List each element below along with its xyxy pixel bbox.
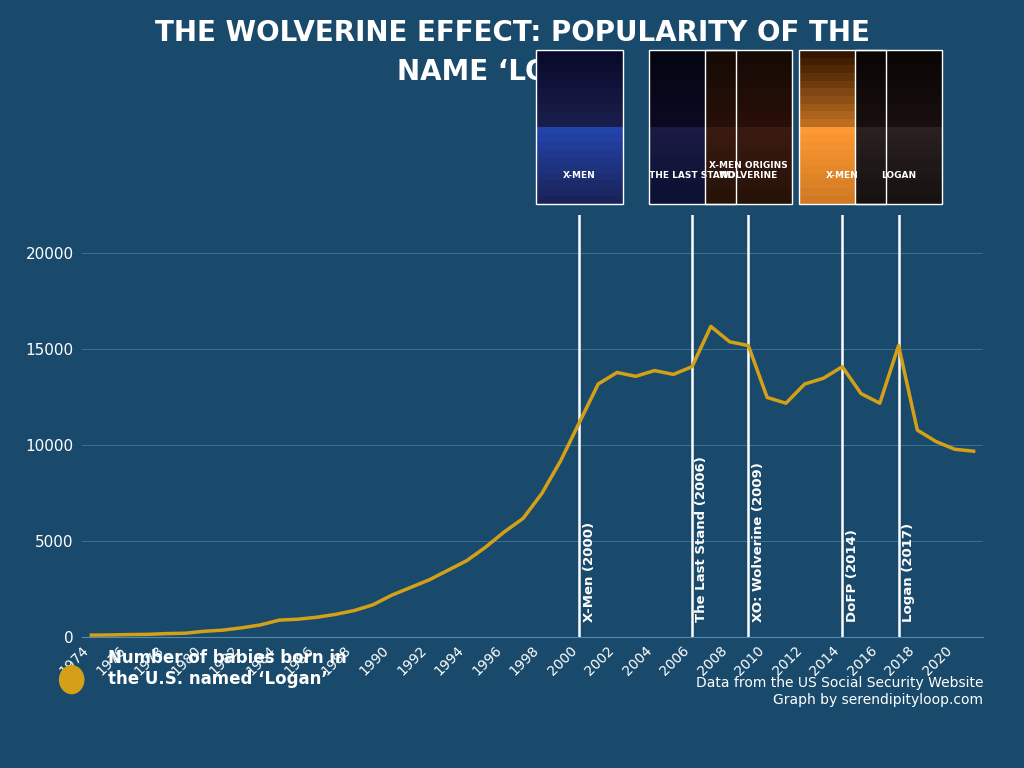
Text: X-Men (2000): X-Men (2000)	[583, 522, 596, 622]
Text: X-MEN: X-MEN	[563, 171, 596, 180]
Text: THE WOLVERINE EFFECT: POPULARITY OF THE: THE WOLVERINE EFFECT: POPULARITY OF THE	[155, 19, 869, 47]
Text: Logan (2017): Logan (2017)	[902, 523, 914, 622]
Text: NAME ‘LOGAN’: NAME ‘LOGAN’	[397, 58, 627, 85]
Text: XO: Wolverine (2009): XO: Wolverine (2009)	[752, 462, 765, 622]
Text: DoFP (2014): DoFP (2014)	[846, 529, 858, 622]
Text: X-MEN: X-MEN	[826, 171, 858, 180]
Text: Data from the US Social Security Website
Graph by serendipityloop.com: Data from the US Social Security Website…	[695, 677, 983, 707]
Text: LOGAN: LOGAN	[881, 171, 916, 180]
Text: Number of babies born in
the U.S. named ‘Logan’: Number of babies born in the U.S. named …	[108, 649, 346, 687]
Text: X-MEN ORIGINS
WOLVERINE: X-MEN ORIGINS WOLVERINE	[709, 161, 787, 180]
Text: THE LAST STAND: THE LAST STAND	[649, 171, 735, 180]
Text: The Last Stand (2006): The Last Stand (2006)	[695, 456, 709, 622]
